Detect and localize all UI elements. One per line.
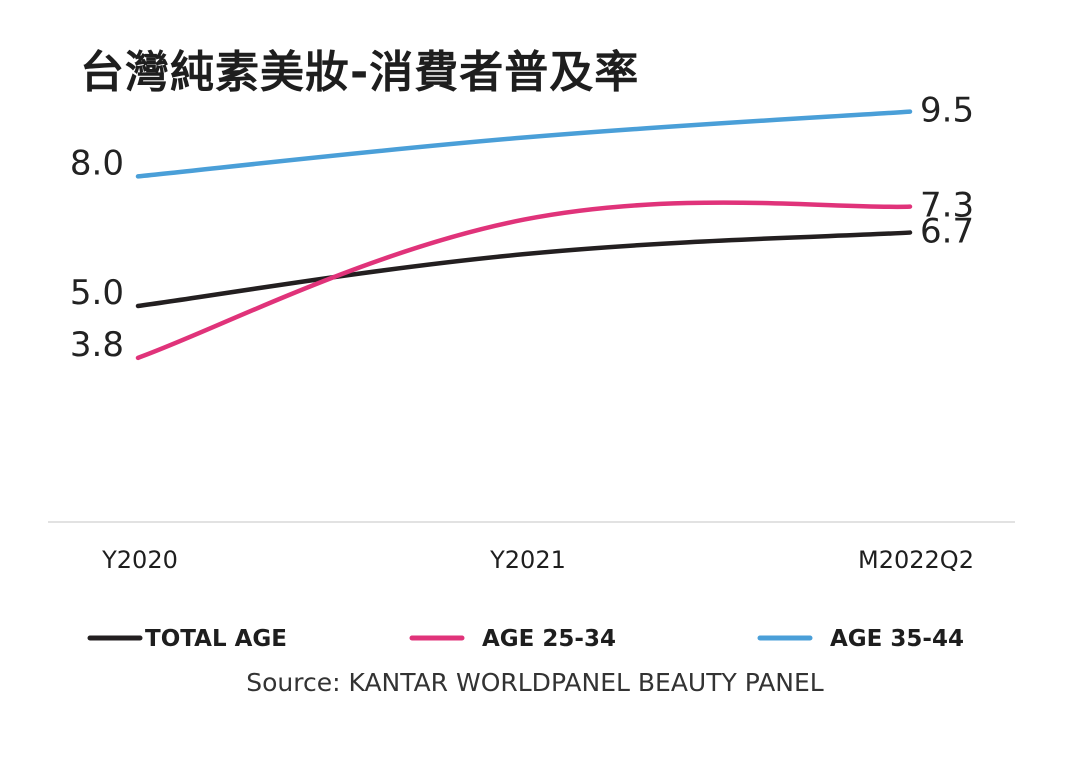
- series-layer: [135, 109, 913, 361]
- x-tick-label: Y2021: [489, 546, 566, 574]
- data-label: 6.7: [920, 212, 974, 252]
- label-layer: 5.0 6.7 3.8 7.3 8.0 9.5: [70, 91, 974, 365]
- series-line-1: [135, 230, 913, 309]
- legend-label: AGE 25-34: [482, 626, 616, 652]
- series-line-2: [135, 200, 913, 361]
- data-label: 9.5: [920, 91, 974, 131]
- series-line-3: [135, 109, 913, 179]
- data-label: 7.3: [920, 186, 974, 226]
- x-tick-label: Y2020: [101, 546, 178, 574]
- legend-label: AGE 35-44: [830, 626, 964, 652]
- data-label: 5.0: [70, 273, 124, 313]
- legend-label: TOTAL AGE: [145, 626, 287, 652]
- chart-title: 台灣純素美妝-消費者普及率: [80, 47, 640, 98]
- source-note: Source: KANTAR WORLDPANEL BEAUTY PANEL: [246, 668, 824, 697]
- data-label: 3.8: [70, 325, 124, 365]
- legend: TOTAL AGE AGE 25-34 AGE 35-44: [87, 626, 964, 652]
- x-tick-label: M2022Q2: [858, 546, 974, 574]
- data-label: 8.0: [70, 143, 124, 183]
- axis-layer: Y2020 Y2021 M2022Q2: [48, 521, 1015, 574]
